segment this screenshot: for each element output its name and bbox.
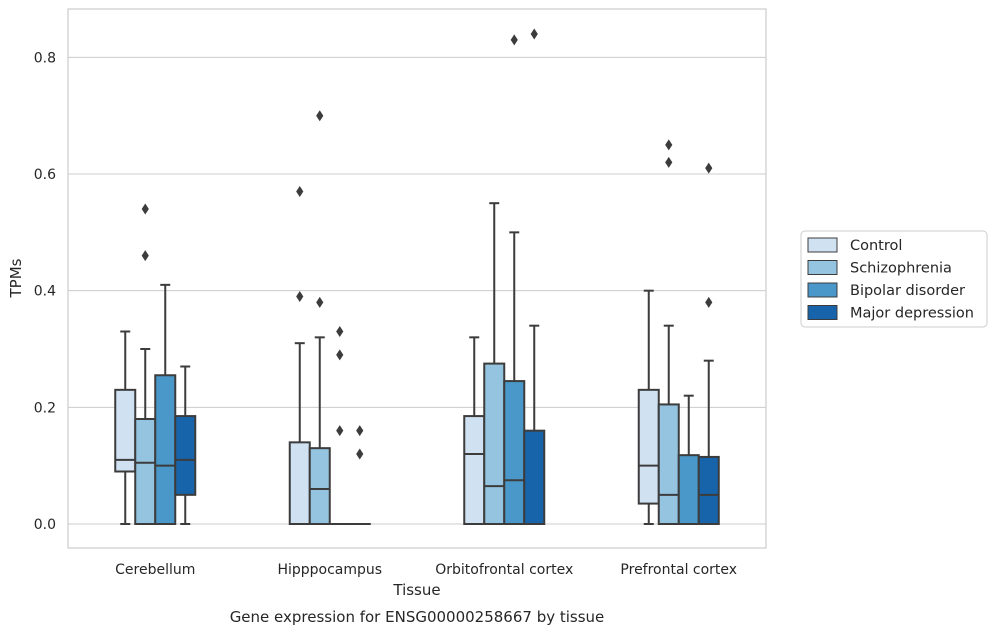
x-tick-label: Cerebellum — [115, 562, 195, 578]
box-body — [308, 447, 331, 525]
x-axis-label: Tissue — [392, 581, 440, 599]
outlier-marker — [316, 110, 324, 122]
box-body — [288, 441, 311, 526]
outlier-marker — [705, 162, 713, 174]
y-tick-label: 0.0 — [34, 517, 56, 533]
outlier-marker — [665, 156, 673, 168]
legend-swatch — [807, 305, 838, 320]
box-body — [523, 429, 546, 525]
chart-caption: Gene expression for ENSG00000258667 by t… — [230, 608, 605, 626]
legend: Control Schizophrenia Bipolar disorder Majo… — [800, 230, 988, 328]
x-tick-label: Hipppocampus — [277, 562, 382, 578]
y-tick-labels: 0.0 0.2 0.4 0.6 0.8 — [34, 50, 56, 533]
legend-entries: Control Schizophrenia Bipolar disorder Majo… — [807, 237, 974, 322]
box-body — [657, 403, 680, 525]
outlier-marker — [336, 425, 344, 437]
box-0-2 — [463, 336, 486, 526]
box-body — [697, 455, 720, 525]
y-tick-label: 0.8 — [34, 50, 56, 66]
y-axis-label: TPMs — [7, 258, 25, 298]
box-3-2 — [523, 28, 546, 525]
box-1-1 — [308, 110, 331, 525]
box-body — [174, 415, 197, 496]
box-3-1 — [348, 425, 371, 526]
outlier-marker — [316, 296, 324, 308]
legend-swatch — [807, 282, 838, 298]
outlier-marker — [141, 203, 149, 215]
y-tick-label: 0.2 — [34, 400, 56, 416]
outlier-marker — [296, 186, 304, 198]
box-3-3 — [697, 162, 720, 525]
box-1-2 — [483, 202, 506, 525]
y-tick-label: 0.4 — [34, 284, 56, 300]
outlier-marker — [705, 296, 713, 308]
box-body — [154, 374, 177, 526]
outlier-marker — [336, 326, 344, 338]
legend-swatch — [807, 260, 838, 275]
legend-swatch — [807, 237, 838, 253]
outlier-marker — [336, 349, 344, 361]
box-body — [134, 418, 157, 526]
outlier-marker — [530, 28, 538, 40]
legend-frame — [800, 230, 988, 328]
x-tick-label: Prefrontal cortex — [620, 562, 737, 578]
box-body — [637, 388, 660, 505]
y-tick-label: 0.6 — [34, 167, 56, 183]
legend-label: Bipolar disorder — [850, 283, 965, 299]
boxes — [114, 28, 720, 526]
outlier-marker — [356, 448, 364, 460]
x-tick-labels: Cerebellum Hipppocampus Orbitofrontal cort… — [115, 562, 737, 578]
outlier-marker — [665, 139, 673, 151]
box-2-3 — [677, 394, 700, 525]
x-tick-label: Orbitofrontal cortex — [435, 562, 573, 578]
legend-label: Control — [850, 238, 902, 254]
outlier-marker — [356, 425, 364, 437]
box-2-2 — [503, 34, 526, 525]
box-body — [483, 362, 506, 525]
outlier-marker — [296, 291, 304, 303]
outlier-marker — [141, 250, 149, 262]
box-body — [503, 380, 526, 525]
box-0-0 — [114, 330, 137, 525]
legend-label: Schizophrenia — [850, 261, 952, 277]
box-2-0 — [154, 283, 177, 526]
box-1-3 — [657, 139, 680, 525]
outlier-marker — [510, 34, 518, 46]
box-0-1 — [288, 186, 311, 526]
box-body — [677, 454, 700, 525]
legend-label: Major depression — [850, 306, 974, 322]
box-3-0 — [174, 365, 197, 525]
box-body — [463, 415, 486, 526]
